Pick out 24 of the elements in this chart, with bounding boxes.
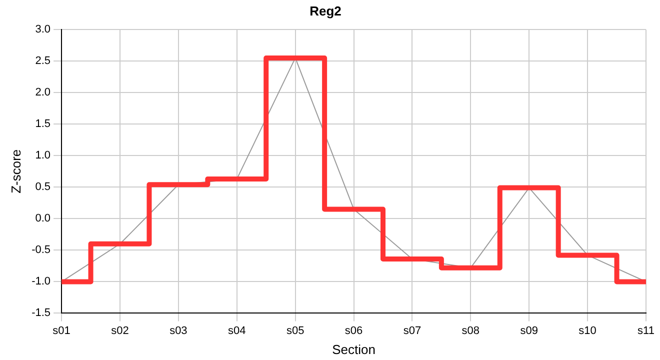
y-axis-title: Z-score	[8, 149, 24, 194]
x-tick-label: s07	[403, 324, 422, 337]
y-tick-label: 0.5	[35, 181, 51, 194]
y-tick-label: 0.0	[35, 212, 51, 225]
x-tick-label: s09	[520, 324, 538, 337]
y-tick-label: -1.5	[32, 307, 51, 320]
y-tick-label: 1.5	[35, 118, 51, 130]
x-tick-label: s04	[228, 324, 246, 337]
x-tick-label: s06	[344, 324, 363, 337]
x-tick-label: s02	[111, 324, 129, 337]
x-tick-label: s05	[286, 324, 304, 337]
y-tick-label: -1.0	[32, 276, 51, 288]
x-tick-label: s01	[52, 324, 70, 337]
y-tick-label: 2.0	[35, 86, 51, 99]
chart-title: Reg2	[310, 3, 342, 18]
x-tick-label: s10	[578, 324, 596, 337]
y-tick-label: 2.5	[35, 55, 51, 68]
x-tick-label: s03	[170, 324, 188, 337]
y-tick-label: 1.0	[35, 150, 51, 162]
y-tick-label: 3.0	[35, 24, 51, 36]
x-tick-label: s08	[462, 324, 480, 337]
y-tick-label: -0.5	[32, 244, 51, 256]
x-axis-title: Section	[332, 342, 376, 357]
x-tick-label: s11	[638, 324, 654, 337]
